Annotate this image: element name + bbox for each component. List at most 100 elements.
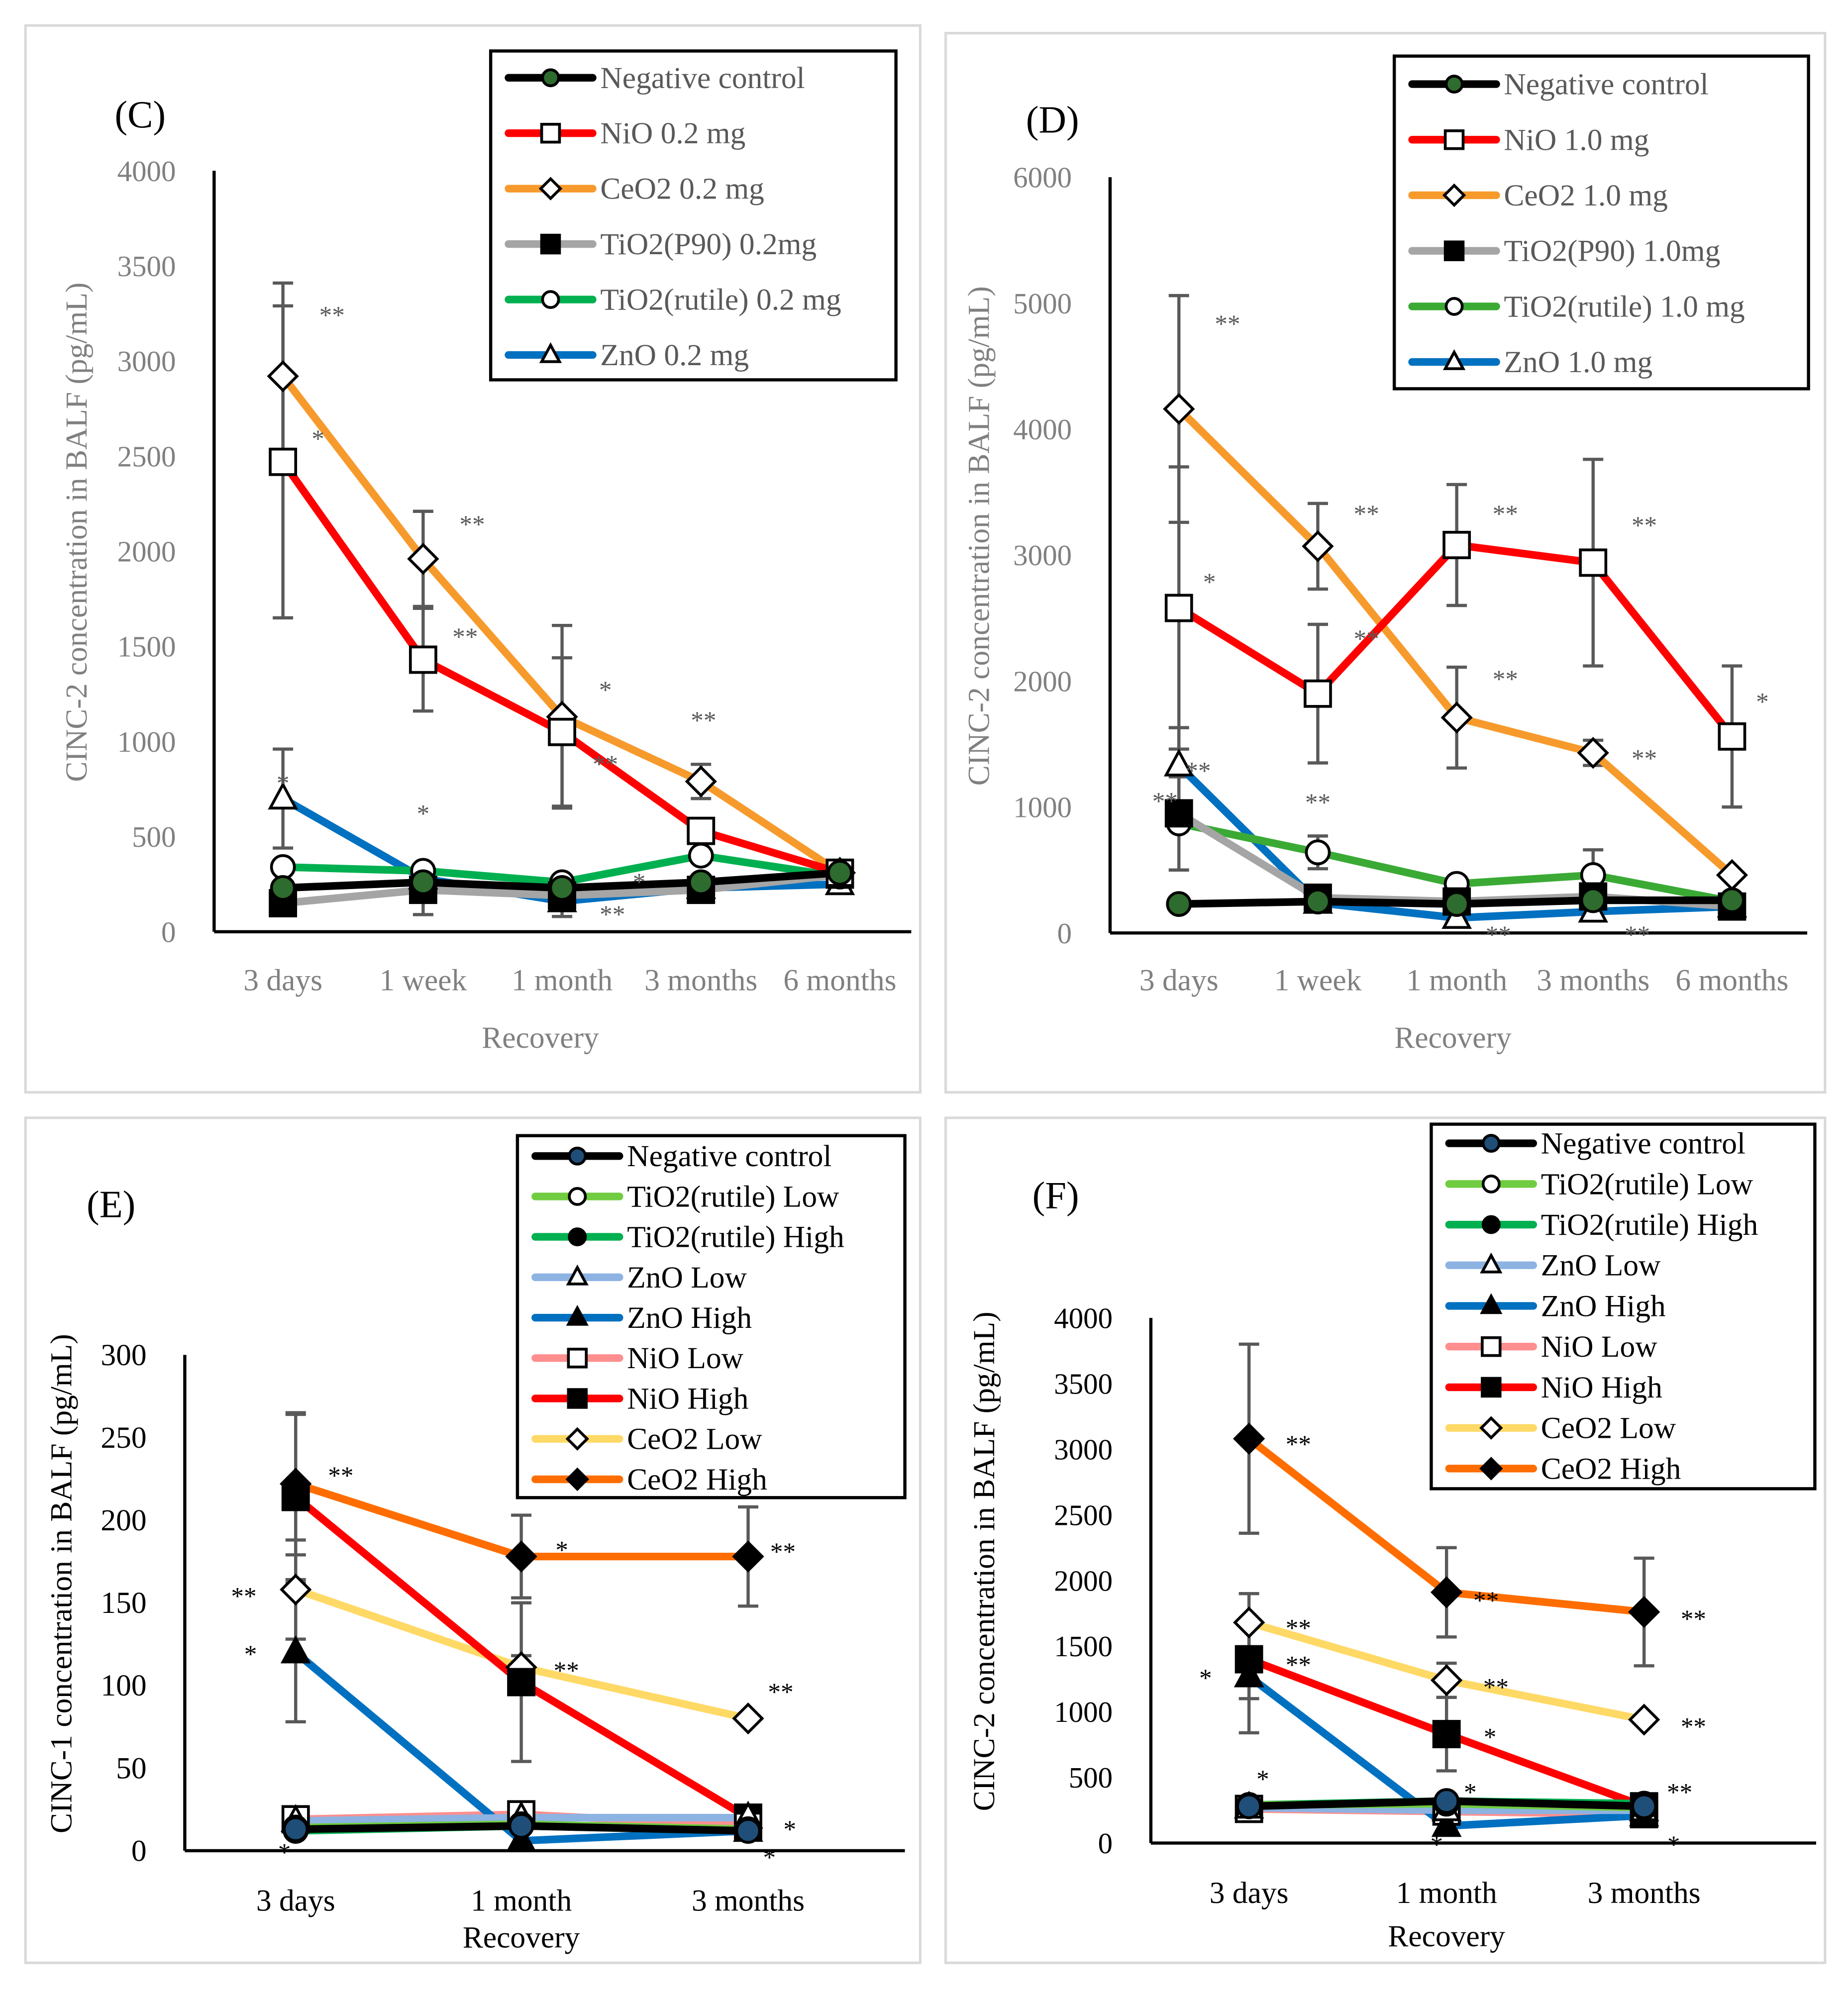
significance-mark: ** (1185, 757, 1211, 786)
data-point (407, 543, 439, 575)
legend-item: Negative control (505, 61, 805, 95)
x-tick-label: 1 month (512, 964, 613, 998)
data-point (267, 360, 299, 393)
y-axis-title: CINC-1 concentration in BALF (pg/mL) (44, 1334, 78, 1833)
significance-mark: ** (1286, 1614, 1311, 1643)
data-point (280, 1635, 311, 1664)
significance-mark: ** (1305, 789, 1331, 817)
chart-panel-d: 0 1000 2000 3000 4000 5000 6000 3 days 1 week 1 m… (944, 32, 1827, 1094)
legend-item: ZnO High (531, 1301, 752, 1335)
legend-label: TiO2(rutile) High (1541, 1208, 1758, 1242)
legend-marker (568, 1187, 587, 1206)
legend: Negative control NiO 0.2 mg CeO2 0.2 mg TiO… (489, 49, 898, 382)
legend-item: TiO2(rutile) 1.0 mg (1408, 290, 1745, 323)
x-tick-label: 1 month (1396, 1876, 1497, 1910)
legend-label: TiO2(rutile) 1.0 mg (1504, 290, 1745, 323)
legend-label: CeO2 High (1541, 1452, 1681, 1486)
legend-marker (1443, 240, 1465, 261)
legend-item: ZnO Low (531, 1261, 747, 1295)
y-axis-title: CINC-2 concentration in BALF (pg/mL) (60, 283, 94, 782)
legend-marker (566, 1264, 589, 1286)
legend-marker (565, 1427, 590, 1451)
data-point (732, 1702, 764, 1735)
legend-label: NiO 1.0 mg (1504, 123, 1649, 157)
significance-mark: ** (452, 623, 478, 651)
legend-marker (1479, 1457, 1503, 1481)
data-point (1302, 530, 1334, 563)
data-point (688, 842, 714, 869)
legend-label: CeO2 1.0 mg (1504, 179, 1667, 212)
legend-box (1392, 54, 1810, 391)
data-point (1305, 839, 1331, 866)
chart-panel-f: 0 500 1000 1500 2000 2500 3000 3500 4000 3 days 1 … (944, 1116, 1827, 1964)
data-point (548, 717, 576, 746)
legend-item: CeO2 High (531, 1463, 767, 1497)
legend-label: Negative control (1541, 1127, 1745, 1161)
legend-item: CeO2 1.0 mg (1408, 179, 1668, 212)
legend-marker (1479, 1416, 1503, 1440)
legend-label: TiO2(rutile) 0.2 mg (600, 283, 841, 317)
significance-mark: ** (1354, 500, 1379, 528)
y-tick-label: 6000 (1013, 162, 1072, 194)
data-point (1164, 594, 1193, 622)
significance-mark: ** (1486, 921, 1511, 949)
significance-mark: ** (1493, 500, 1518, 528)
x-tick-label: 1 month (471, 1884, 572, 1917)
data-point (1431, 1576, 1463, 1608)
data-point (1164, 799, 1193, 828)
data-point (1163, 393, 1195, 425)
legend-marker (540, 122, 561, 144)
legend-label: TiO2(rutile) Low (1541, 1167, 1753, 1201)
significance-mark: * (633, 868, 646, 897)
y-tick-label: 300 (101, 1338, 146, 1372)
legend-label: Negative control (1504, 68, 1708, 101)
y-axis-title: CINC-2 concentration in BALF (pg/mL) (967, 1311, 1001, 1811)
data-point (549, 875, 575, 901)
legend: Negative control TiO2(rutile) Low TiO2(rut… (515, 1134, 907, 1499)
y-tick-label: 4000 (117, 155, 176, 188)
legend-label: CeO2 0.2 mg (600, 172, 764, 206)
legend-label: CeO2 High (627, 1463, 767, 1497)
legend-label: TiO2(rutile) Low (627, 1180, 839, 1213)
y-tick-label: 0 (161, 916, 176, 948)
legend-item: TiO2(rutile) 0.2 mg (505, 283, 841, 317)
y-tick-label: 2000 (1013, 665, 1072, 698)
legend-marker (566, 1304, 589, 1326)
legend-marker (567, 1388, 588, 1409)
y-tick-label: 2000 (117, 536, 176, 568)
y-tick-label: 1000 (1013, 792, 1072, 824)
x-tick-label: 3 days (1210, 1876, 1289, 1910)
y-tick-label: 250 (101, 1421, 146, 1455)
legend-item: NiO 0.2 mg (505, 116, 745, 150)
significance-mark: * (1464, 1779, 1477, 1807)
legend-item: TiO2(rutile) High (531, 1220, 844, 1254)
legend-label: TiO2(rutile) High (627, 1220, 844, 1254)
panel-label: (D) (1026, 99, 1079, 141)
data-point (1163, 748, 1194, 777)
legend-item: CeO2 0.2 mg (505, 172, 764, 206)
data-point (1232, 1422, 1265, 1455)
legend-label: NiO 0.2 mg (600, 116, 745, 150)
data-point (1443, 891, 1470, 917)
legend-marker (1442, 183, 1466, 207)
panel-label: (C) (115, 94, 166, 136)
y-tick-label: 50 (116, 1751, 146, 1785)
legend-marker (539, 342, 562, 363)
significance-mark: ** (1625, 921, 1650, 949)
legend-marker (541, 290, 560, 309)
data-point (507, 1668, 536, 1697)
chart-panel-c: 0 500 1000 1500 2000 2500 3000 3500 4000 3 days 1 … (24, 24, 922, 1094)
data-point (1440, 701, 1473, 734)
data-point (1580, 887, 1606, 913)
data-point (735, 1818, 761, 1844)
legend-marker (568, 1146, 587, 1166)
legend-item: CeO2 Low (1445, 1411, 1676, 1445)
y-tick-label: 2500 (117, 440, 176, 473)
legend-marker (1480, 1252, 1503, 1274)
significance-mark: ** (1681, 1605, 1706, 1633)
x-tick-label: 6 months (1675, 964, 1788, 998)
panel-label: (E) (87, 1184, 135, 1226)
legend-label: NiO High (627, 1382, 748, 1415)
data-point (410, 869, 436, 896)
legend-label: NiO High (1541, 1371, 1662, 1404)
